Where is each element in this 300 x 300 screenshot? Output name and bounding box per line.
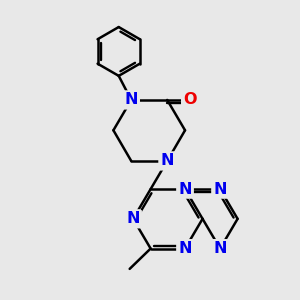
Text: N: N xyxy=(178,182,192,196)
Text: N: N xyxy=(124,92,138,107)
Text: N: N xyxy=(126,211,140,226)
Text: N: N xyxy=(124,92,138,107)
Text: N: N xyxy=(213,182,227,196)
Text: N: N xyxy=(160,154,174,169)
Text: N: N xyxy=(213,241,227,256)
Text: O: O xyxy=(183,92,196,107)
Text: N: N xyxy=(160,154,174,169)
Text: N: N xyxy=(178,182,192,196)
Text: N: N xyxy=(178,241,192,256)
Text: O: O xyxy=(183,92,196,107)
Text: N: N xyxy=(213,241,227,256)
Text: N: N xyxy=(178,241,192,256)
Text: N: N xyxy=(213,182,227,196)
Text: N: N xyxy=(126,211,140,226)
